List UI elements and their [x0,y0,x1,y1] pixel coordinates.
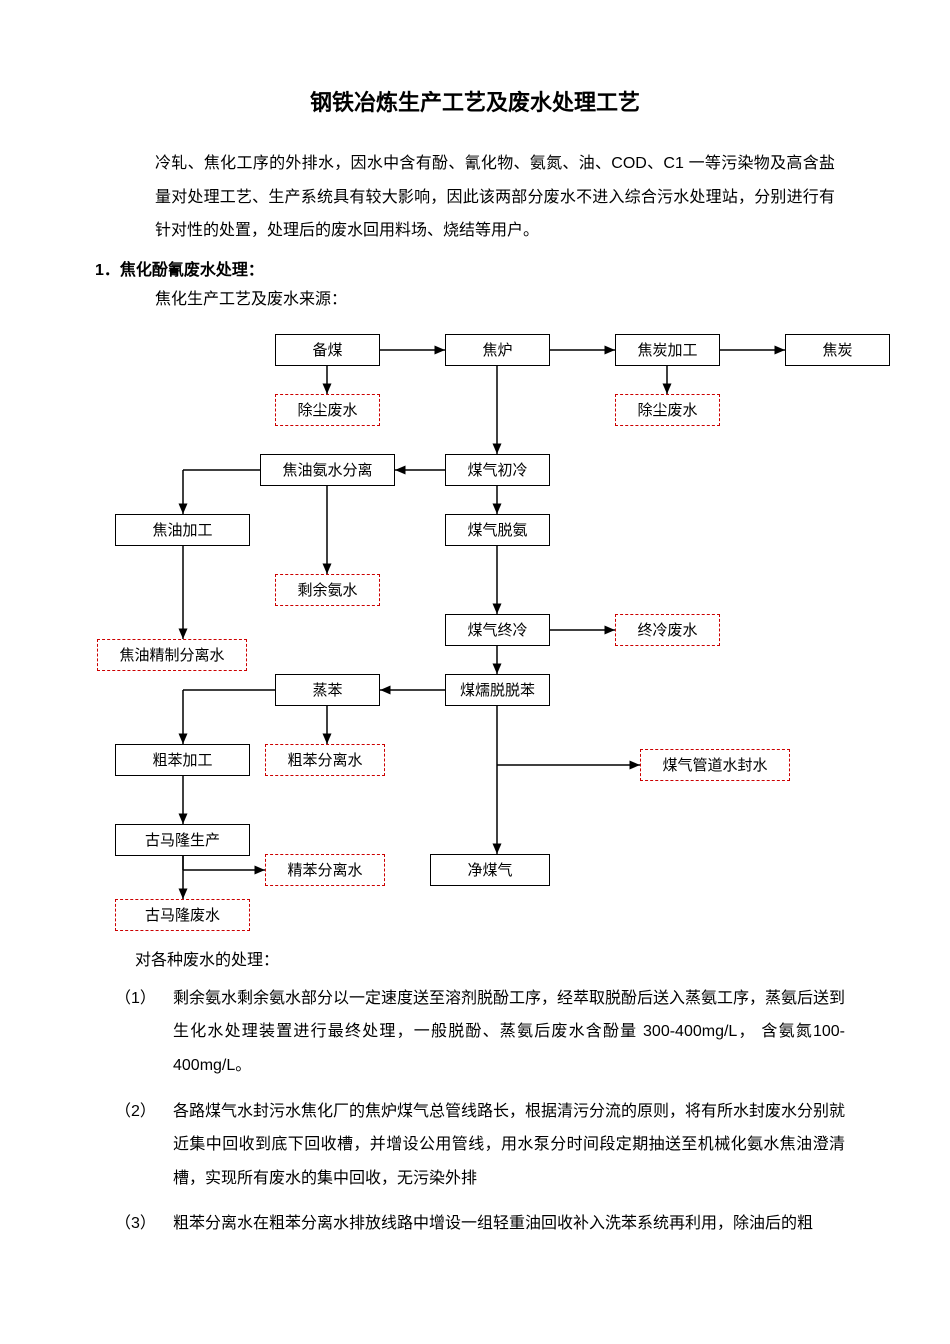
section-1-title: 焦化酚氰废水处理： [120,262,264,279]
flowchart-node-n3: 焦炭加工 [615,334,720,366]
flowchart-node-n23: 古马隆废水 [115,899,250,931]
list-item-2: （2）各路煤气水封污水焦化厂的焦炉煤气总管线路长，根据清污分流的原则，将有所水封… [0,1095,950,1196]
flowchart-node-n9: 焦油加工 [115,514,250,546]
flowchart-node-n13: 终冷废水 [615,614,720,646]
flowchart-node-n22: 净煤气 [430,854,550,886]
list-item-num: （3） [115,1207,173,1241]
flowchart-node-n21: 精苯分离水 [265,854,385,886]
flowchart-node-n17: 粗苯加工 [115,744,250,776]
flowchart-node-n11: 剩余氨水 [275,574,380,606]
flowchart-node-n4: 焦炭 [785,334,890,366]
flowchart-node-n1: 备煤 [275,334,380,366]
flowchart-node-n5: 除尘废水 [275,394,380,426]
list-item-num: （2） [115,1095,173,1196]
after-diagram-text: 对各种废水的处理： [0,946,950,970]
flowchart-node-n8: 煤气初冷 [445,454,550,486]
list-item-text: 剩余氨水剩余氨水部分以一定速度送至溶剂脱酚工序，经萃取脱酚后送入蒸氨工序，蒸氨后… [173,982,845,1083]
intro-paragraph: 冷轧、焦化工序的外排水，因水中含有酚、氰化物、氨氮、油、COD、C1 一等污染物… [0,147,950,248]
flowchart-node-n15: 蒸苯 [275,674,380,706]
flowchart: 备煤 焦炉 焦炭加工 焦炭除尘废水 除尘废水焦油氨水分离 煤气初冷焦油加工 煤气脱氨剩余氨水… [95,324,915,944]
flowchart-node-n16: 煤燸脱脱苯 [445,674,550,706]
flowchart-node-n20: 古马隆生产 [115,824,250,856]
list-item-1: （1）剩余氨水剩余氨水部分以一定速度送至溶剂脱酚工序，经萃取脱酚后送入蒸氨工序，… [0,982,950,1083]
flowchart-node-n14: 焦油精制分离水 [97,639,247,671]
flowchart-node-n19: 煤气管道水封水 [640,749,790,781]
flowchart-node-n10: 煤气脱氨 [445,514,550,546]
flowchart-node-n12: 煤气终冷 [445,614,550,646]
flowchart-node-n7: 焦油氨水分离 [260,454,395,486]
list-item-3: （3）粗苯分离水在粗苯分离水排放线路中增设一组轻重油回收补入洗苯系统再利用，除油… [0,1207,950,1241]
list-item-num: （1） [115,982,173,1083]
section-1-header: 1．焦化酚氰废水处理： [0,256,950,280]
section-1-sub: 焦化生产工艺及废水来源： [0,285,950,309]
flowchart-node-n2: 焦炉 [445,334,550,366]
flowchart-node-n18: 粗苯分离水 [265,744,385,776]
list-item-text: 粗苯分离水在粗苯分离水排放线路中增设一组轻重油回收补入洗苯系统再利用，除油后的粗 [173,1207,813,1241]
page-title: 钢铁冶炼生产工艺及废水处理工艺 [0,0,950,147]
flowchart-node-n6: 除尘废水 [615,394,720,426]
section-1-num: 1． [95,262,120,279]
list-item-text: 各路煤气水封污水焦化厂的焦炉煤气总管线路长，根据清污分流的原则，将有所水封废水分… [173,1095,845,1196]
